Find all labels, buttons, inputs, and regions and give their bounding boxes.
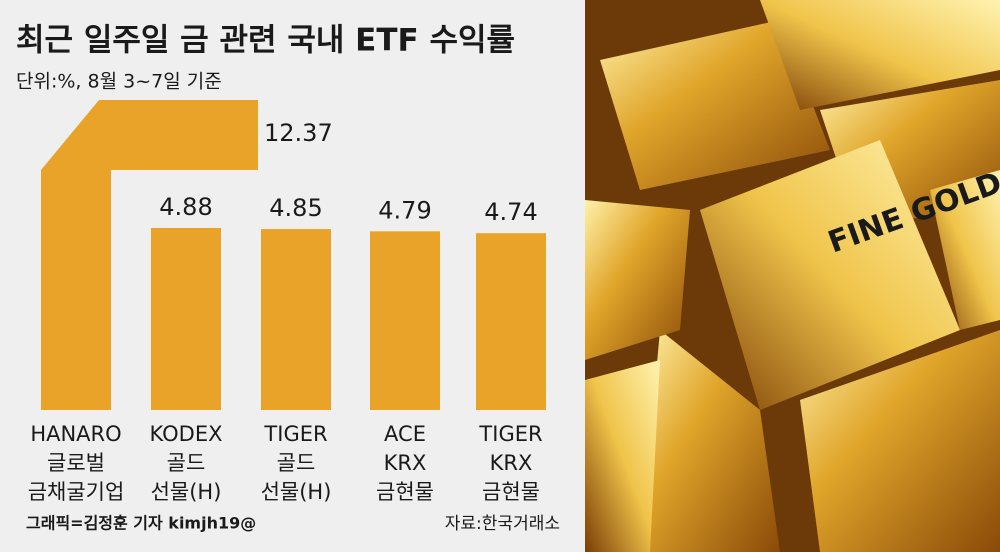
x-tick-label: KRX (384, 451, 427, 475)
x-tick-label: 골드 (277, 451, 316, 475)
x-tick-label: 골드 (167, 451, 206, 475)
bar (476, 233, 546, 410)
bar (370, 231, 440, 410)
x-tick-label: 글로벌 (47, 451, 105, 475)
value-label: 4.88 (159, 193, 212, 221)
x-tick-label: 금현물 (482, 480, 540, 504)
x-tick-label: 금채굴기업 (28, 480, 125, 504)
value-label: 4.85 (269, 194, 322, 222)
x-tick-label: KRX (490, 451, 533, 475)
x-tick-label: 금현물 (376, 480, 434, 504)
x-tick-label: 선물(H) (151, 480, 222, 504)
value-label: 12.37 (264, 119, 333, 147)
source: 자료:한국거래소 (445, 514, 560, 534)
x-tick-label: TIGER (478, 422, 542, 446)
x-tick-label: TIGER (263, 422, 327, 446)
bar (261, 229, 331, 410)
value-label: 4.79 (378, 196, 431, 224)
x-tick-label: ACE (384, 422, 426, 446)
x-tick-label: HANARO (30, 422, 121, 446)
value-label: 4.74 (484, 198, 537, 226)
chart-title: 최근 일주일 금 관련 국내 ETF 수익률 (16, 23, 515, 59)
x-tick-label: 선물(H) (261, 480, 332, 504)
bar (41, 100, 258, 410)
chart-subtitle: 단위:%, 8월 3~7일 기준 (16, 71, 222, 93)
bar (151, 227, 221, 410)
gold-photo: FINE GOLD (585, 0, 1000, 552)
credit: 그래픽=김정훈 기자 kimjh19@ (26, 514, 256, 533)
x-tick-label: KODEX (150, 422, 223, 446)
